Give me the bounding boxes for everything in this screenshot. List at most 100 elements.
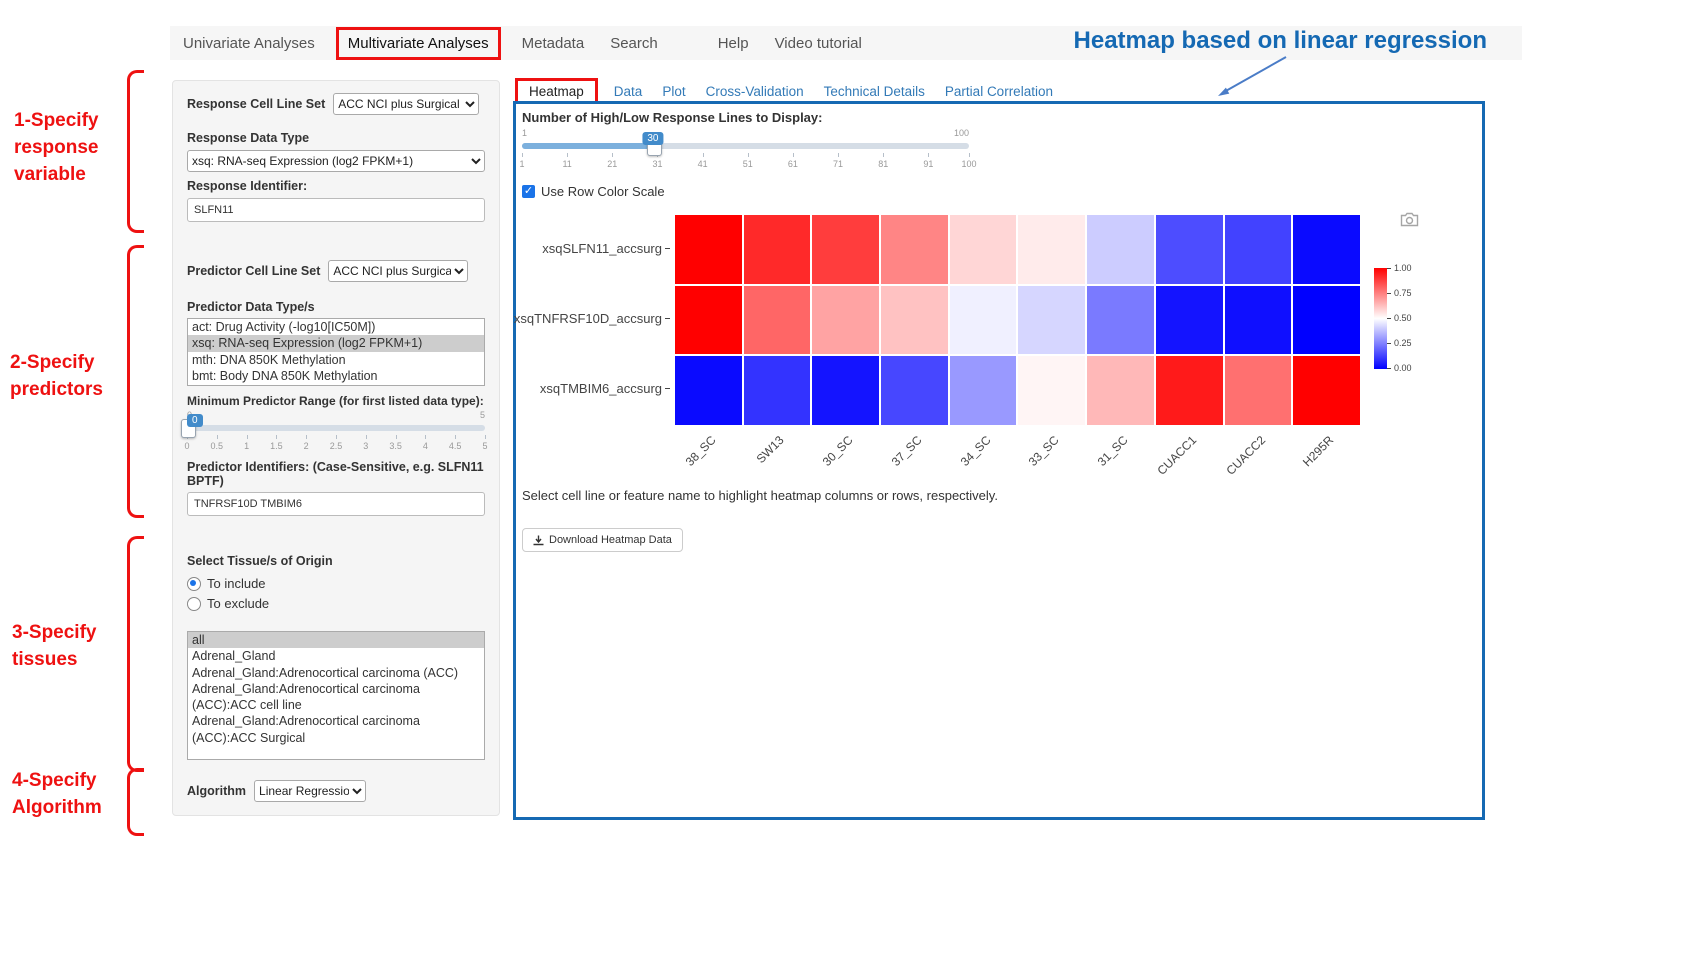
tab-technical-details[interactable]: Technical Details [823, 83, 925, 99]
heatmap-row-label-text: xsqTMBIM6_accsurg [539, 381, 662, 396]
axis-tick [665, 318, 670, 319]
colorbar-tick-label: 0.75 [1394, 288, 1412, 298]
heatmap-cell-xsqtmbim6-accsurg-31-sc[interactable] [1087, 356, 1154, 425]
heatmap-cell-xsqtmbim6-accsurg-sw13[interactable] [743, 356, 811, 425]
predictor-identifiers-input[interactable] [187, 492, 485, 516]
heatmap-cell-xsqslfn11-accsurg-33-sc[interactable] [1018, 215, 1086, 284]
predictor-data-type-option-mth-dna-850k-methylation[interactable]: mth: DNA 850K Methylation [192, 352, 346, 367]
slider-tick [395, 435, 397, 439]
heatmap-col-label-cuacc1[interactable]: CUACC1 [1154, 433, 1200, 478]
heatmap-colorbar [1374, 268, 1387, 369]
slider-tick-label: 0.5 [210, 441, 224, 451]
response-data-type-select[interactable]: xsq: RNA-seq Expression (log2 FPKM+1) [187, 150, 485, 172]
heatmap-cell-xsqslfn11-accsurg-cuacc2[interactable] [1224, 215, 1292, 284]
response-cell-line-set-label: Response Cell Line Set [187, 97, 326, 111]
slider-tick [306, 435, 308, 439]
heatmap-cell-xsqslfn11-accsurg-37-sc[interactable] [881, 215, 948, 284]
predictor-data-type-option-xsq-rna-seq-expression-log2-fpkm-1[interactable]: xsq: RNA-seq Expression (log2 FPKM+1) [188, 335, 484, 352]
slider-tick-label: 1.5 [270, 441, 283, 451]
predictor-data-type-option-act-drug-activity-log10-ic50m[interactable]: act: Drug Activity (-log10[IC50M]) [192, 320, 376, 334]
heatmap-cell-xsqtmbim6-accsurg-h295r[interactable] [1293, 356, 1360, 425]
heatmap-col-label-30-sc[interactable]: 30_SC [819, 433, 856, 469]
heatmap-cell-xsqslfn11-accsurg-30-sc[interactable] [812, 215, 880, 284]
nav-item-help[interactable]: Help [717, 34, 749, 52]
algorithm-select[interactable]: Linear Regression [254, 780, 367, 802]
heatmap-cell-xsqslfn11-accsurg-h295r[interactable] [1293, 215, 1360, 284]
heatmap-col-label-37-sc[interactable]: 37_SC [888, 433, 925, 469]
heatmap-col-label-33-sc[interactable]: 33_SC [1025, 433, 1062, 469]
heatmap-cell-xsqtnfrsf10d-accsurg-cuacc1[interactable] [1155, 285, 1223, 355]
heatmap-cell-xsqtnfrsf10d-accsurg-34-sc[interactable] [949, 285, 1017, 355]
heatmap-row-label-xsqslfn11-accsurg[interactable]: xsqSLFN11_accsurg [516, 241, 670, 256]
row-color-scale-row[interactable]: ✓ Use Row Color Scale [522, 184, 665, 199]
radio-selected-icon [187, 576, 201, 591]
tissue-option-adrenal-gland[interactable]: Adrenal_Gland [192, 649, 276, 664]
heatmap-col-label-31-sc[interactable]: 31_SC [1094, 433, 1131, 469]
radio-unselected-icon [187, 596, 201, 611]
heatmap-cell-xsqtnfrsf10d-accsurg-cuacc2[interactable] [1224, 285, 1292, 355]
heatmap-cell-xsqslfn11-accsurg-34-sc[interactable] [949, 215, 1017, 284]
nav-item-univariate-analyses[interactable]: Univariate Analyses [183, 34, 315, 52]
tissue-include-label: To include [207, 576, 266, 591]
slider-track[interactable] [522, 143, 969, 149]
tissue-option-all[interactable]: all [188, 632, 484, 649]
heatmap-cell-xsqtmbim6-accsurg-cuacc1[interactable] [1155, 356, 1223, 425]
camera-icon[interactable] [1400, 212, 1419, 227]
heatmap-cell-xsqtmbim6-accsurg-cuacc2[interactable] [1224, 356, 1292, 425]
heatmap-row-label-xsqtmbim6-accsurg[interactable]: xsqTMBIM6_accsurg [516, 381, 670, 396]
heatmap-cell-xsqslfn11-accsurg-sw13[interactable] [743, 215, 811, 284]
tissue-option-adrenal-gland-adrenocortical-carcinoma-acc[interactable]: Adrenal_Gland:Adrenocortical carcinoma (… [192, 665, 459, 680]
slider-tick-label: 41 [697, 159, 708, 169]
tab-cross-validation[interactable]: Cross-Validation [705, 83, 804, 99]
heatmap-col-label-38-sc[interactable]: 38_SC [682, 433, 719, 469]
colorbar-tick-label: 1.00 [1394, 263, 1412, 273]
heatmap-cell-xsqtmbim6-accsurg-34-sc[interactable] [949, 356, 1017, 425]
slider-tick [928, 153, 930, 157]
heatmap-cell-xsqtnfrsf10d-accsurg-31-sc[interactable] [1087, 285, 1154, 355]
slider-max-label: 5 [479, 410, 485, 420]
slider-min-label: 1 [522, 128, 528, 138]
response-cell-line-set-select[interactable]: ACC NCI plus Surgical [333, 93, 480, 115]
tissue-listbox[interactable]: all Adrenal_Gland Adrenal_Gland:Adrenocort… [187, 631, 485, 760]
heatmap-col-label-h295r[interactable]: H295R [1300, 433, 1337, 470]
heatmap-cell-xsqtnfrsf10d-accsurg-38-sc[interactable] [675, 285, 742, 355]
heatmap-row-label-xsqtnfrsf10d-accsurg[interactable]: xsqTNFRSF10D_accsurg [514, 311, 670, 326]
min-predictor-range-slider[interactable]: 05000.511.522.533.544.55 [181, 410, 488, 454]
heatmap-cell-xsqtmbim6-accsurg-33-sc[interactable] [1018, 356, 1086, 425]
heatmap-cell-xsqtmbim6-accsurg-30-sc[interactable] [812, 356, 880, 425]
tissue-option-adrenal-gland-adrenocortical-carcinoma-acc-acc-surgical[interactable]: Adrenal_Gland:Adrenocortical carcinoma (… [192, 714, 420, 745]
heatmap-col-label-cuacc2[interactable]: CUACC2 [1223, 433, 1268, 478]
heatmap-cell-xsqtmbim6-accsurg-37-sc[interactable] [881, 356, 948, 425]
heatmap-col-label-sw13[interactable]: SW13 [753, 433, 788, 467]
predictor-data-type-option-bmt-body-dna-850k-methylation[interactable]: bmt: Body DNA 850K Methylation [192, 368, 378, 383]
nav-item-search[interactable]: Search [610, 34, 658, 52]
heatmap-cell-xsqtnfrsf10d-accsurg-37-sc[interactable] [881, 285, 948, 355]
download-heatmap-data-button[interactable]: Download Heatmap Data [522, 528, 683, 552]
response-identifier-input[interactable] [187, 198, 485, 222]
heatmap-cell-xsqtnfrsf10d-accsurg-sw13[interactable] [743, 285, 811, 355]
heatmap-cell-xsqtnfrsf10d-accsurg-h295r[interactable] [1293, 285, 1360, 355]
slider-track[interactable] [187, 425, 485, 431]
response-lines-slider[interactable]: 1 100 30 1 11 21 31 41 51 61 71 81 91 100 [519, 128, 976, 172]
tissue-option-adrenal-gland-adrenocortical-carcinoma-acc-acc-cell-line[interactable]: Adrenal_Gland:Adrenocortical carcinoma (… [192, 681, 420, 712]
annotation-bracket-2 [127, 245, 144, 518]
predictor-cell-line-set-select[interactable]: ACC NCI plus Surgical [328, 260, 469, 282]
heatmap-col-label-34-sc[interactable]: 34_SC [957, 433, 994, 469]
nav-item-metadata[interactable]: Metadata [521, 34, 585, 52]
tab-data[interactable]: Data [613, 83, 643, 99]
tab-plot[interactable]: Plot [662, 83, 686, 99]
heatmap-cell-xsqtnfrsf10d-accsurg-30-sc[interactable] [812, 285, 880, 355]
checkbox-checked-icon[interactable]: ✓ [522, 185, 535, 198]
annotation-arrow-icon [1218, 56, 1287, 96]
heatmap-cell-xsqtmbim6-accsurg-38-sc[interactable] [675, 356, 742, 425]
nav-item-multivariate-analyses[interactable]: Multivariate Analyses [335, 26, 501, 60]
heatmap-cell-xsqslfn11-accsurg-38-sc[interactable] [675, 215, 742, 284]
tissue-include-radio[interactable]: To include [187, 576, 485, 591]
heatmap-cell-xsqtnfrsf10d-accsurg-33-sc[interactable] [1018, 285, 1086, 355]
heatmap-cell-xsqslfn11-accsurg-31-sc[interactable] [1087, 215, 1154, 284]
predictor-data-types-listbox[interactable]: act: Drug Activity (-log10[IC50M]) xsq: R… [187, 318, 485, 386]
nav-item-video-tutorial[interactable]: Video tutorial [774, 34, 862, 52]
tissue-exclude-radio[interactable]: To exclude [187, 596, 485, 611]
tab-partial-correlation[interactable]: Partial Correlation [944, 83, 1053, 99]
heatmap-cell-xsqslfn11-accsurg-cuacc1[interactable] [1155, 215, 1223, 284]
